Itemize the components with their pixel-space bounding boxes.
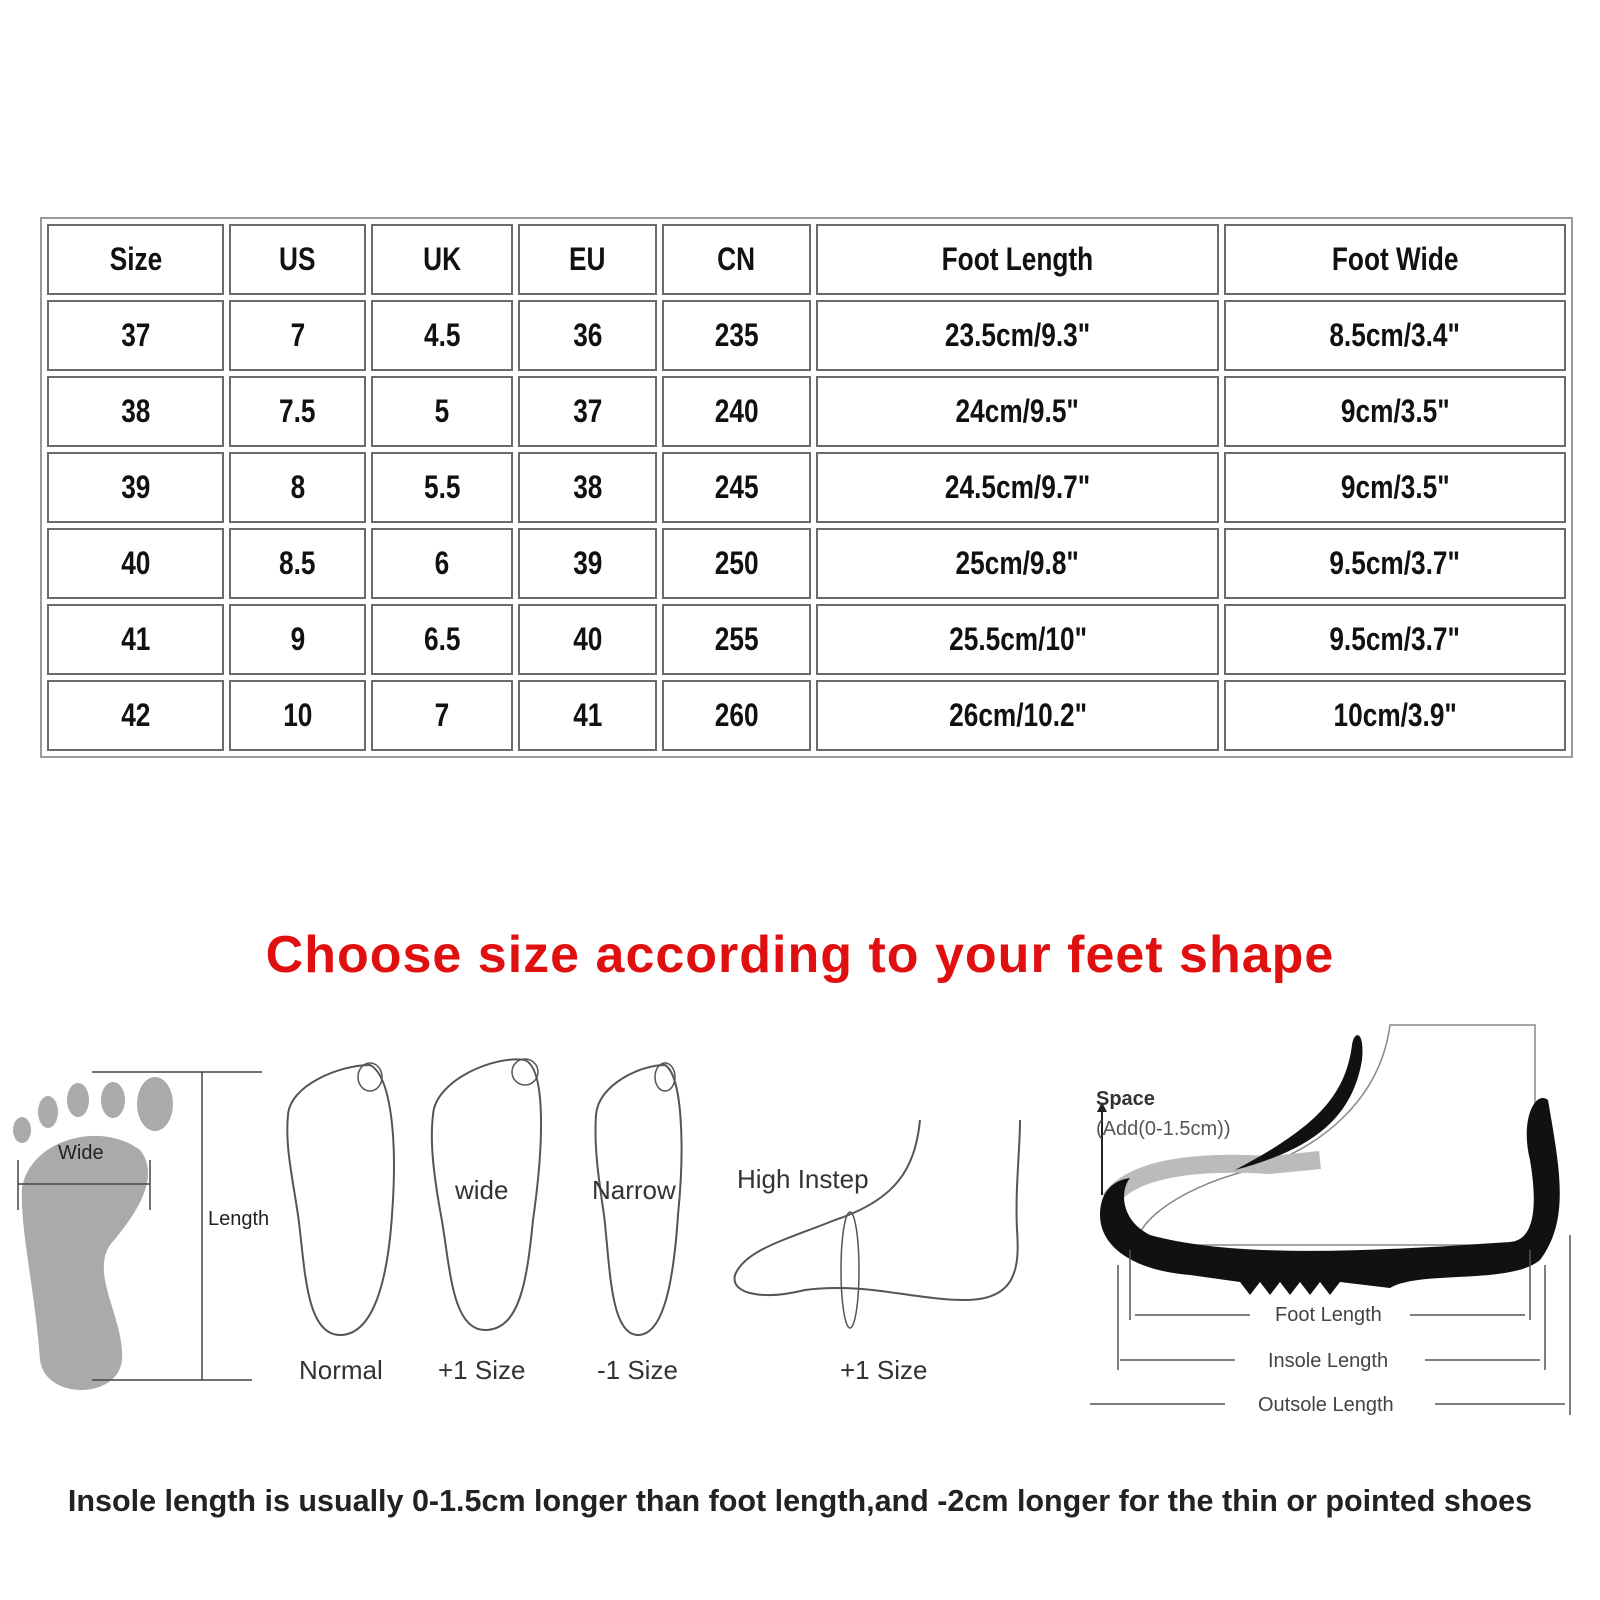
table-cell: 26cm/10.2": [816, 680, 1219, 751]
narrow-foot-icon: [594, 1062, 683, 1337]
table-cell: 42: [47, 680, 225, 751]
header-cell: UK: [370, 224, 514, 295]
table-cell: 9.5cm/3.7": [1223, 528, 1566, 599]
table-cell: 7.5: [229, 376, 366, 447]
table-cell: 36: [518, 300, 657, 371]
table-cell: 250: [661, 528, 812, 599]
header-cell: CN: [661, 224, 812, 295]
table-cell: 9cm/3.5": [1223, 452, 1566, 523]
plus-one-size-caption: +1 Size: [438, 1355, 526, 1385]
table-cell: 6.5: [370, 604, 514, 675]
wide-label: Wide: [58, 1142, 104, 1164]
table-cell: 7: [229, 300, 366, 371]
table-cell: 9.5cm/3.7": [1223, 604, 1566, 675]
foot-length-label: Foot Length: [1275, 1304, 1382, 1326]
table-cell: 10: [229, 680, 366, 751]
table-cell: 235: [661, 300, 812, 371]
normal-foot-icon: [286, 1062, 395, 1337]
instep-size-caption: +1 Size: [840, 1355, 928, 1385]
table-cell: 260: [661, 680, 812, 751]
space-label: Space: [1096, 1088, 1155, 1110]
table-cell: 38: [518, 452, 657, 523]
table-cell: 4.5: [370, 300, 514, 371]
narrow-foot-inner-label: Narrow: [592, 1175, 676, 1205]
table-row: 41 9 6.5 40 255 25.5cm/10" 9.5cm/3.7": [47, 604, 1566, 675]
table-row: 37 7 4.5 36 235 23.5cm/9.3" 8.5cm/3.4": [47, 300, 1566, 371]
table-cell: 255: [661, 604, 812, 675]
headline: Choose size according to your feet shape: [265, 926, 1335, 984]
table-cell: 41: [47, 604, 225, 675]
table-cell: 38: [47, 376, 225, 447]
table-cell: 9cm/3.5": [1223, 376, 1566, 447]
table-cell: 37: [518, 376, 657, 447]
table-cell: 41: [518, 680, 657, 751]
table-row: 38 7.5 5 37 240 24cm/9.5" 9cm/3.5": [47, 376, 1566, 447]
size-chart-table: Size US UK EU CN Foot Length Foot Wide 3…: [40, 217, 1573, 758]
table-cell: 240: [661, 376, 812, 447]
footprint-icon: [13, 1071, 262, 1390]
table-cell: 5: [370, 376, 514, 447]
footnote: Insole length is usually 0-1.5cm longer …: [67, 1484, 1533, 1518]
shoe-cross-section-icon: [1090, 1024, 1571, 1415]
table-cell: 25cm/9.8": [816, 528, 1219, 599]
table-cell: 40: [518, 604, 657, 675]
header-cell: EU: [518, 224, 657, 295]
table-cell: 6: [370, 528, 514, 599]
table-cell: 25.5cm/10": [816, 604, 1219, 675]
table-row: 42 10 7 41 260 26cm/10.2" 10cm/3.9": [47, 680, 1566, 751]
high-instep-label: High Instep: [737, 1164, 869, 1194]
table-cell: 8: [229, 452, 366, 523]
header-cell: Size: [47, 224, 225, 295]
table-cell: 24cm/9.5": [816, 376, 1219, 447]
table-cell: 5.5: [370, 452, 514, 523]
table-cell: 245: [661, 452, 812, 523]
table-cell: 10cm/3.9": [1223, 680, 1566, 751]
wide-foot-inner-label: wide: [455, 1175, 509, 1205]
table-cell: 7: [370, 680, 514, 751]
table-header-row: Size US UK EU CN Foot Length Foot Wide: [47, 224, 1566, 295]
table-cell: 23.5cm/9.3": [816, 300, 1219, 371]
header-cell: Foot Length: [816, 224, 1219, 295]
table-cell: 40: [47, 528, 225, 599]
header-cell: US: [229, 224, 366, 295]
table-cell: 9: [229, 604, 366, 675]
table-cell: 24.5cm/9.7": [816, 452, 1219, 523]
high-instep-foot-icon: [733, 1119, 1021, 1329]
outsole-length-label: Outsole Length: [1258, 1394, 1394, 1416]
header-cell: Foot Wide: [1223, 224, 1566, 295]
normal-caption: Normal: [299, 1355, 383, 1385]
table-row: 40 8.5 6 39 250 25cm/9.8" 9.5cm/3.7": [47, 528, 1566, 599]
space-note-label: (Add(0-1.5cm)): [1096, 1118, 1231, 1140]
insole-length-label: Insole Length: [1268, 1350, 1389, 1372]
table-cell: 8.5: [229, 528, 366, 599]
length-label: Length: [208, 1208, 270, 1230]
table-cell: 39: [47, 452, 225, 523]
wide-foot-icon: [430, 1058, 542, 1332]
table-cell: 8.5cm/3.4": [1223, 300, 1566, 371]
table-cell: 39: [518, 528, 657, 599]
table-cell: 37: [47, 300, 225, 371]
table-row: 39 8 5.5 38 245 24.5cm/9.7" 9cm/3.5": [47, 452, 1566, 523]
minus-one-size-caption: -1 Size: [597, 1355, 678, 1385]
